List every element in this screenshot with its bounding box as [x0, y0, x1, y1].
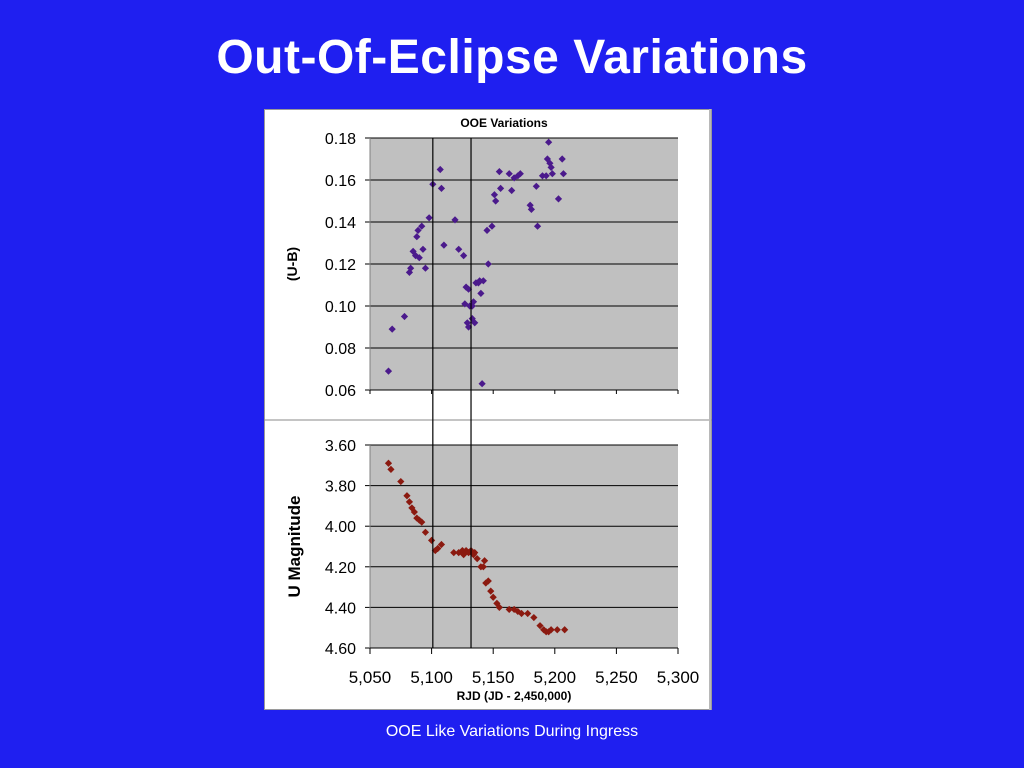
data-point-2	[561, 626, 569, 634]
data-point-1	[532, 182, 540, 190]
x-tick-label: 5,100	[410, 668, 453, 687]
y-tick-label-1: 0.06	[325, 383, 356, 400]
data-point-1	[559, 170, 568, 178]
data-point-1	[407, 264, 415, 272]
data-point-1	[508, 186, 516, 195]
data-point-2	[493, 599, 501, 607]
data-point-2	[462, 546, 470, 555]
y-tick-label-2: 3.80	[325, 479, 356, 496]
data-point-2	[505, 605, 513, 614]
data-point-2	[540, 626, 548, 634]
data-point-1	[542, 172, 550, 180]
data-point-2	[431, 546, 439, 555]
y-tick-label-2: 3.60	[325, 438, 356, 455]
data-point-2	[479, 563, 487, 571]
y-tick-label-1: 0.10	[325, 299, 356, 316]
data-point-2	[473, 555, 481, 563]
data-point-1	[547, 163, 555, 171]
data-point-1	[479, 277, 487, 285]
data-point-1	[478, 380, 486, 388]
data-point-2	[545, 628, 553, 636]
y-tick-label-1: 0.14	[325, 215, 356, 232]
data-point-2	[489, 593, 497, 601]
data-point-2	[458, 546, 466, 555]
slide-caption: OOE Like Variations During Ingress	[385, 723, 639, 740]
data-point-1	[546, 159, 554, 167]
data-point-2	[413, 514, 421, 522]
plot-area-2	[370, 445, 678, 648]
data-point-1	[490, 191, 499, 199]
data-point-2	[437, 540, 446, 549]
y-tick-label-2: 4.00	[325, 519, 356, 536]
data-point-2	[553, 626, 561, 634]
data-point-1	[421, 264, 430, 272]
data-point-1	[400, 312, 409, 321]
data-point-2	[455, 548, 463, 557]
data-point-1	[558, 155, 566, 163]
data-point-1	[543, 155, 552, 163]
data-point-2	[464, 548, 473, 557]
data-point-2	[487, 587, 495, 595]
y-tick-label-1: 0.08	[325, 341, 356, 358]
x-tick-label: 5,050	[349, 668, 392, 687]
data-point-2	[547, 626, 555, 634]
y-tick-label-2: 4.60	[325, 641, 356, 658]
data-point-1	[419, 245, 427, 253]
y-tick-label-2: 4.20	[325, 560, 356, 577]
y-tick-label-2: 4.40	[325, 600, 356, 617]
data-point-1	[451, 216, 459, 224]
x-axis-label: RJD (JD - 2,450,000)	[457, 689, 572, 703]
data-point-1	[476, 277, 484, 285]
data-point-1	[538, 172, 547, 180]
chart-frame	[264, 109, 712, 710]
y-tick-label-1: 0.16	[325, 173, 356, 190]
y-tick-label-1: 0.18	[325, 131, 356, 148]
data-point-2	[510, 605, 518, 614]
data-point-1	[505, 170, 513, 178]
chart-svg: 0.06 0.08 0.10 0.12 0.14 0.16 0.18 OOE Variatio…	[264, 109, 712, 710]
data-point-1	[484, 260, 492, 268]
data-point-2	[471, 548, 479, 557]
y-axis-label-1: (U-B)	[284, 247, 300, 281]
data-point-2	[410, 508, 418, 516]
chart-panel: 0.06 0.08 0.10 0.12 0.14 0.16 0.18 OOE Variatio…	[264, 109, 712, 710]
chart-title: OOE Variations	[460, 116, 548, 130]
y-tick-label-1: 0.12	[325, 257, 356, 274]
data-point-1	[548, 170, 556, 178]
data-point-1	[384, 367, 393, 375]
data-point-2	[530, 613, 538, 622]
data-point-2	[450, 548, 458, 557]
x-tick-label: 5,300	[657, 668, 700, 687]
data-point-1	[437, 184, 446, 192]
data-point-2	[524, 609, 532, 618]
data-point-1	[533, 222, 542, 230]
x-tick-label: 5,200	[534, 668, 577, 687]
data-point-2	[397, 477, 405, 486]
data-point-1	[409, 247, 417, 255]
data-point-1	[464, 323, 473, 331]
x-tick-label: 5,250	[595, 668, 638, 687]
slide-title: Out-Of-Eclipse Variations	[216, 31, 808, 84]
data-point-2	[480, 557, 489, 565]
data-point-2	[428, 536, 436, 545]
data-point-1	[436, 165, 444, 174]
data-point-2	[434, 544, 442, 553]
data-point-1	[495, 168, 503, 176]
data-point-1	[526, 201, 534, 209]
data-point-1	[464, 285, 473, 293]
data-point-1	[492, 197, 500, 205]
data-point-2	[405, 498, 414, 506]
data-point-1	[554, 195, 563, 203]
data-point-2	[514, 607, 522, 616]
data-point-1	[545, 138, 553, 146]
data-point-2	[536, 622, 544, 630]
y-axis-label-2: U Magnitude	[285, 496, 304, 598]
data-point-2	[517, 609, 526, 618]
x-tick-label: 5,150	[472, 668, 515, 687]
data-point-1	[425, 214, 433, 222]
data-point-1	[527, 205, 535, 213]
data-point-2	[421, 528, 430, 536]
